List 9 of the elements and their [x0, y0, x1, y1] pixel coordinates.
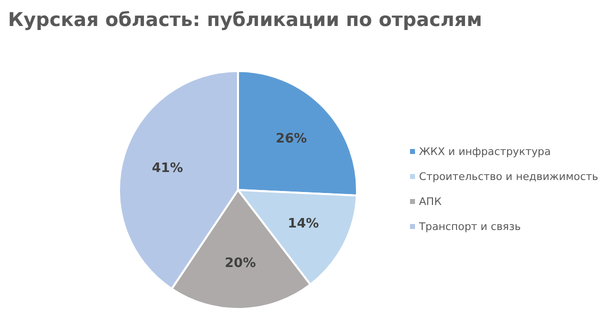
- legend-label: АПК: [419, 196, 442, 208]
- data-label: 20%: [224, 256, 256, 272]
- legend-label: ЖКХ и инфраструктура: [419, 146, 551, 158]
- data-label: 26%: [276, 132, 307, 147]
- data-label: 14%: [288, 216, 319, 232]
- chart-title: Курская область: публикации по отраслям: [8, 9, 482, 31]
- legend-label: Транспорт и связь: [418, 221, 521, 233]
- legend-label: Строительство и недвижимость: [419, 171, 598, 183]
- data-label: 41%: [152, 161, 183, 176]
